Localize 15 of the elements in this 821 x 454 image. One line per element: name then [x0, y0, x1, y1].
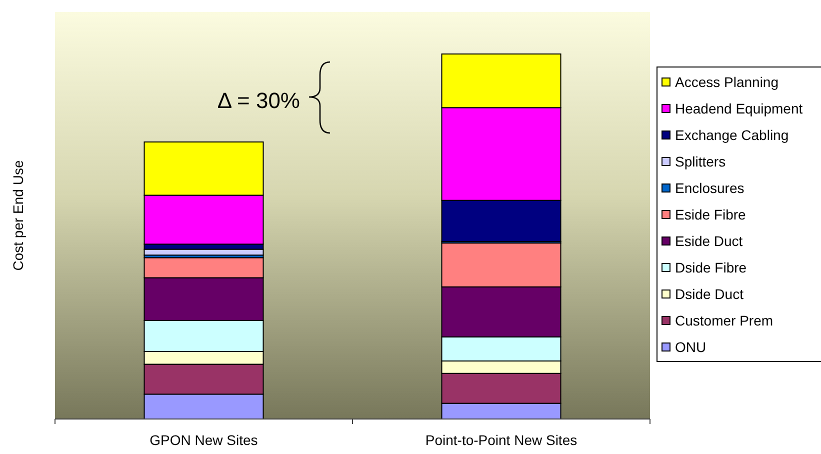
legend-label: Dside Duct — [675, 286, 744, 302]
legend-label: Enclosures — [675, 180, 744, 196]
annotation: Δ = 30% — [217, 88, 300, 113]
x-tick-label: Point-to-Point New Sites — [425, 432, 578, 448]
legend-label: Eside Fibre — [675, 206, 746, 222]
legend-label: Customer Prem — [675, 312, 774, 328]
legend-label: Headend Equipment — [675, 100, 803, 116]
legend-label: Dside Fibre — [675, 260, 747, 276]
legend-label: Access Planning — [675, 74, 779, 90]
y-axis-title: Cost per End Use — [10, 160, 26, 271]
x-tick-label: GPON New Sites — [150, 432, 258, 448]
legend-label: Exchange Cabling — [675, 127, 789, 143]
legend-label: ONU — [675, 339, 706, 355]
legend-label: Splitters — [675, 154, 726, 170]
legend-label: Eside Duct — [675, 233, 743, 249]
